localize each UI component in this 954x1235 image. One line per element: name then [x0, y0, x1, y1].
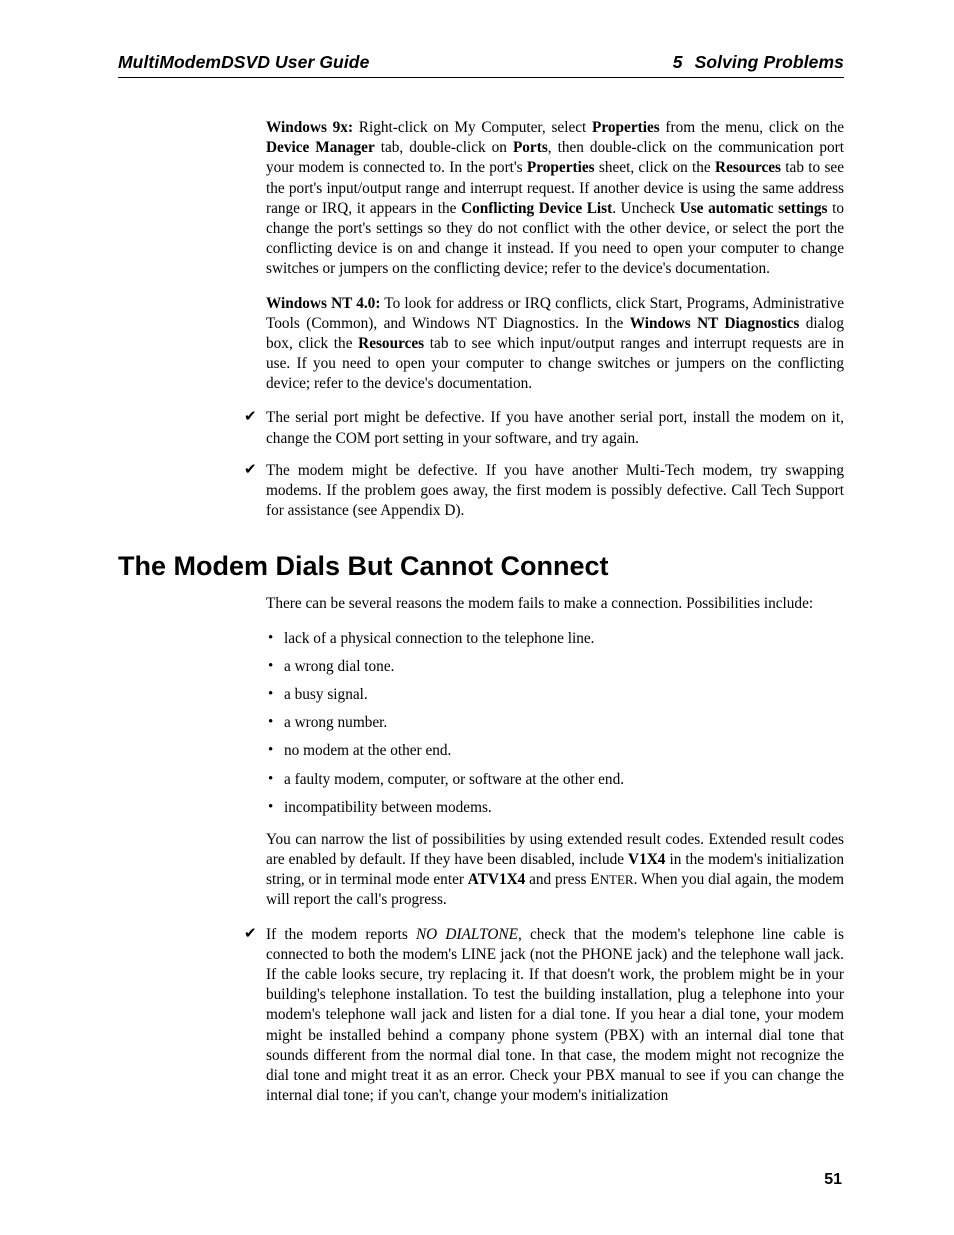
header-section-number: 5 [673, 52, 683, 72]
check-item: The serial port might be defective. If y… [244, 408, 844, 448]
bullet-item: a wrong dial tone. [266, 657, 844, 677]
body-column: Windows 9x: Right-click on My Computer, … [266, 118, 844, 521]
page-number: 51 [824, 1171, 842, 1189]
body-column: There can be several reasons the modem f… [266, 594, 844, 1106]
paragraph-intro: There can be several reasons the modem f… [266, 594, 844, 614]
check-item: The modem might be defective. If you hav… [244, 461, 844, 522]
page: MultiModemDSVD User Guide 5 Solving Probl… [0, 0, 954, 1235]
bullet-item: incompatibility between modems. [266, 798, 844, 818]
header-right: 5 Solving Problems [673, 52, 844, 73]
check-item: If the modem reports NO DIALTONE, check … [244, 925, 844, 1107]
paragraph-windows-nt: Windows NT 4.0: To look for address or I… [266, 294, 844, 395]
checklist-bottom: If the modem reports NO DIALTONE, check … [244, 925, 844, 1107]
bullet-item: a wrong number. [266, 713, 844, 733]
bullet-list: lack of a physical connection to the tel… [266, 629, 844, 818]
bullet-item: lack of a physical connection to the tel… [266, 629, 844, 649]
header-left: MultiModemDSVD User Guide [118, 52, 369, 73]
running-header: MultiModemDSVD User Guide 5 Solving Probl… [118, 52, 844, 78]
paragraph-narrow: You can narrow the list of possibilities… [266, 830, 844, 911]
checklist-top: The serial port might be defective. If y… [244, 408, 844, 521]
bullet-item: no modem at the other end. [266, 741, 844, 761]
bullet-item: a busy signal. [266, 685, 844, 705]
paragraph-windows-9x: Windows 9x: Right-click on My Computer, … [266, 118, 844, 280]
bullet-item: a faulty modem, computer, or software at… [266, 770, 844, 790]
section-heading: The Modem Dials But Cannot Connect [118, 551, 844, 582]
header-section-title: Solving Problems [695, 52, 844, 72]
